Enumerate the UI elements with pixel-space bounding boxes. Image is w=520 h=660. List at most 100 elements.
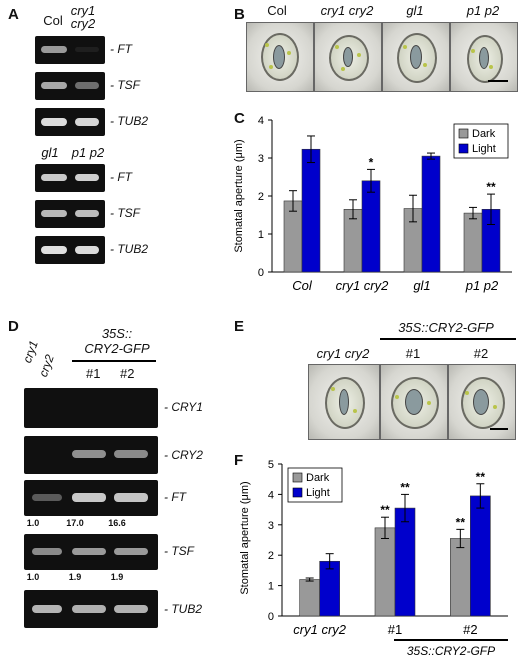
lane-label-gl1: gl1 [41,145,59,160]
bar-light [470,495,491,617]
significance-mark: ** [400,480,410,494]
stomata-label-1: #1 [405,346,421,361]
construct-label: 35S:: CRY2-GFP [84,326,150,356]
bar-light [394,507,416,617]
gel-a-tsf-bottom [35,200,105,228]
legend-label-light: Light [472,143,496,155]
scale-bar [488,80,508,82]
lane-label-col: Col [43,13,63,28]
construct-label-e: 35S::CRY2-GFP [398,320,494,335]
band [114,493,148,502]
gel-a-tub2-bottom [35,236,105,264]
y-tick-label: 3 [268,520,274,532]
band [75,118,99,126]
ft-quant-1: 1.0 [26,518,40,528]
gel-a-ft-bottom [35,164,105,192]
band [41,118,67,126]
significance-mark: * [369,155,374,169]
y-tick-label: 4 [268,489,274,501]
gel-d-tsf [24,534,158,570]
gene-label: - FT [110,170,133,184]
band [114,548,148,555]
construct-bar [72,360,156,362]
band [72,605,106,613]
band [114,605,148,613]
gel-d-tub2 [24,590,158,628]
stomatal-pore [410,45,422,69]
gene-label: - FT [110,42,133,56]
gel-a-tsf-top [35,72,105,100]
gene-label: - TUB2 [110,242,149,256]
stomatal-pore [273,45,285,69]
band [75,210,99,217]
band [32,548,62,555]
band [41,46,67,53]
band [41,246,67,254]
tsf-quant-2: 1.9 [68,572,82,582]
lane-label-cry1: cry1 [20,338,41,365]
x-tick-label: p1 p2 [465,278,499,293]
gene-label: - TSF [164,544,195,558]
stomatal-pore [473,389,489,415]
line-label-1: #1 [86,366,101,381]
stomata-label-p1-p2: p1 p2 [466,3,500,18]
gene-label: - TSF [110,206,141,220]
significance-mark: ** [476,470,486,484]
x-tick-label: #1 [388,622,402,637]
stomata-image-p1-p2 [450,22,518,92]
band [72,493,106,502]
stomata-label-2: #2 [473,346,489,361]
band [32,605,62,613]
y-tick-label: 1 [268,581,274,593]
bar-dark [463,212,483,273]
y-tick-label: 2 [268,550,274,562]
band [41,174,67,181]
panel-label-c: C [234,110,245,127]
y-tick-label: 4 [258,115,264,127]
legend: Dark Light [453,123,509,159]
gene-label: - TSF [110,78,141,92]
gel-d-ft [24,480,158,516]
significance-mark: ** [380,503,390,517]
stomatal-pore [405,389,423,415]
stomata-image-1-e [380,364,448,440]
x-tick-label: gl1 [413,278,430,293]
band [75,82,99,89]
stomata-image-gl1 [382,22,450,92]
band [41,210,67,217]
legend-label-light: Light [306,487,330,499]
significance-mark: ** [486,180,496,194]
gene-label: - CRY1 [164,400,203,414]
lane-label-cry2: cry2 [36,352,57,379]
x-tick-label: cry1 cry2 [293,622,347,637]
gene-label: - TUB2 [110,114,149,128]
gel-a-ft-top [35,36,105,64]
band [72,548,106,555]
band [114,450,148,458]
band [41,82,67,89]
legend: Dark Light [287,467,343,503]
y-axis-label: Stomatal aperture (μm) [233,139,245,252]
legend-swatch-dark [458,128,469,139]
chart-f: Stomatal aperture (μm) 0 1 2 3 4 5 ** ** ** ** c… [239,459,508,658]
stomata-image-2-e [448,364,516,440]
lane-label-p1-p2: p1 p2 [71,145,105,160]
stomatal-pore [343,47,353,67]
panel-label-f: F [234,452,244,469]
y-tick-label: 1 [258,229,264,241]
band [32,494,62,501]
ft-quant-2: 17.0 [66,518,84,528]
legend-swatch-dark [292,472,303,483]
lane-label-cry1-cry2: cry1 cry2 [70,3,96,31]
panel-label-e: E [234,318,245,335]
y-tick-label: 3 [258,153,264,165]
stomata-label-cry1-cry2: cry1 cry2 [320,3,374,18]
bar-light [421,155,441,273]
gene-label: - FT [164,490,187,504]
stomatal-pore [479,47,489,69]
stomatal-pore [339,389,349,415]
panel-label-d: D [8,318,19,335]
band [75,47,99,52]
gel-a-tub2-top [35,108,105,136]
